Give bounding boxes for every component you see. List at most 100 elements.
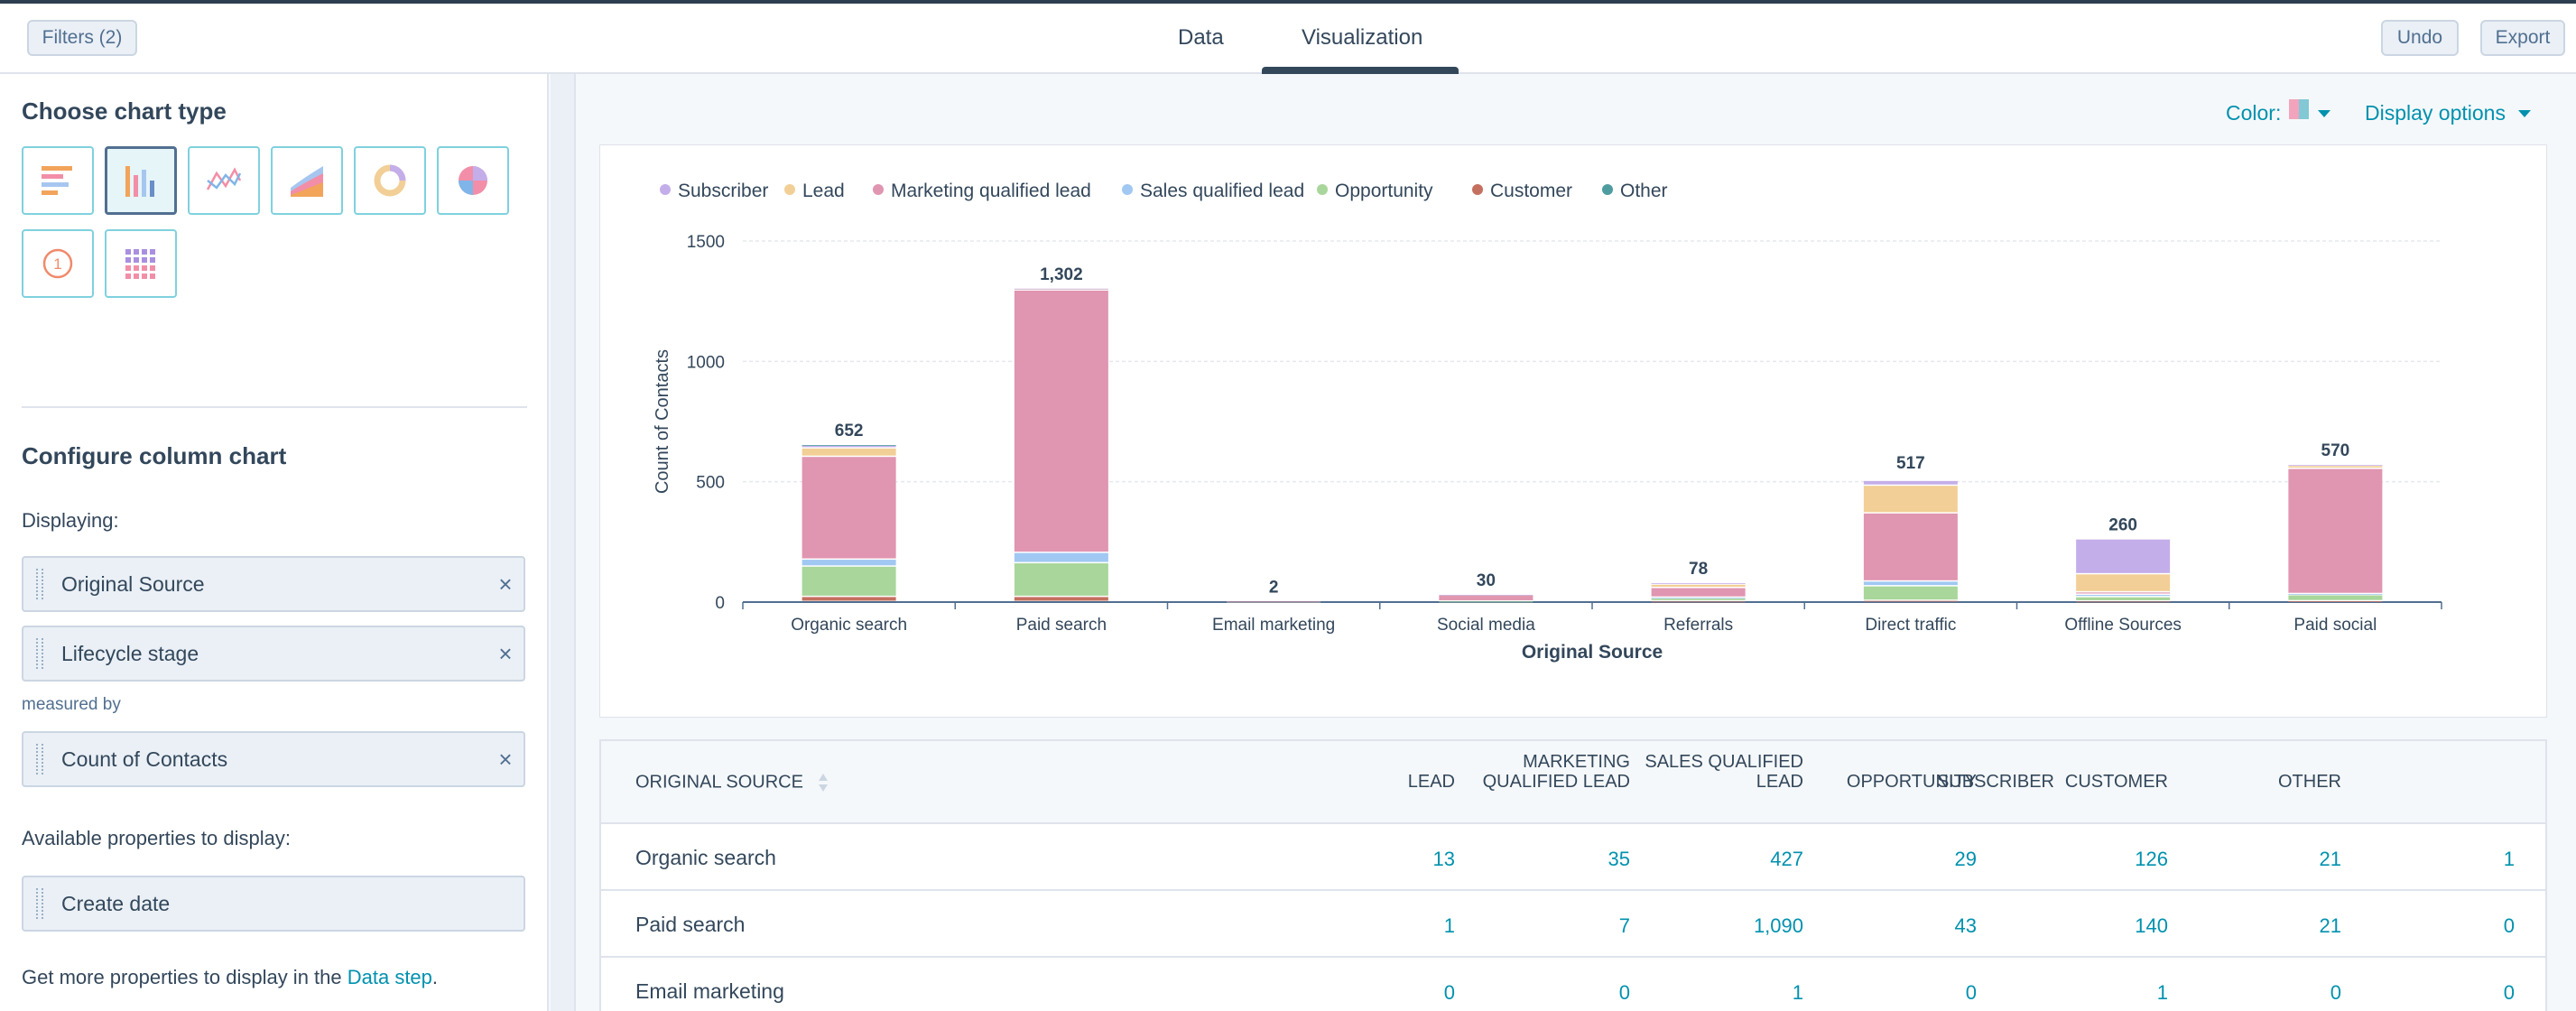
remove-field-icon[interactable]: × — [498, 745, 513, 773]
table-cell-value[interactable]: 1 — [1792, 981, 1803, 1004]
drag-handle-icon[interactable] — [36, 569, 43, 599]
available-field-create-date[interactable]: Create date — [22, 876, 525, 932]
bar-segment[interactable] — [1863, 586, 1958, 600]
sidebar-resize-gutter[interactable] — [551, 74, 576, 1011]
bar-segment[interactable] — [802, 457, 896, 559]
filters-button[interactable]: Filters (2) — [27, 20, 137, 56]
table-cell-value[interactable]: 35 — [1608, 848, 1630, 870]
data-step-link[interactable]: Data step — [347, 966, 432, 988]
bar-segment[interactable] — [1439, 595, 1534, 596]
bar-segment[interactable] — [1651, 601, 1746, 603]
legend-label[interactable]: Opportunity — [1335, 181, 1433, 201]
legend-label[interactable]: Subscriber — [678, 181, 768, 201]
tab-visualization[interactable]: Visualization — [1302, 25, 1423, 50]
legend-label[interactable]: Other — [1620, 181, 1668, 201]
bar-segment[interactable] — [1863, 581, 1958, 586]
bar-segment[interactable] — [802, 560, 896, 566]
bar-segment[interactable] — [2076, 595, 2171, 597]
legend-label[interactable]: Lead — [802, 181, 845, 201]
chart-type-area[interactable] — [271, 146, 343, 215]
bar-segment[interactable] — [2288, 601, 2383, 602]
bar-segment[interactable] — [2288, 466, 2383, 468]
table-cell-value[interactable]: 13 — [1432, 848, 1455, 870]
bar-segment[interactable] — [2288, 465, 2383, 466]
legend-label[interactable]: Sales qualified lead — [1140, 181, 1304, 201]
bar-segment[interactable] — [2076, 597, 2171, 600]
table-cell-value[interactable]: 0 — [1965, 981, 1977, 1004]
bar-segment[interactable] — [802, 566, 896, 596]
legend-marker[interactable] — [1602, 184, 1613, 195]
bar-segment[interactable] — [1651, 598, 1746, 600]
legend-marker[interactable] — [1472, 184, 1483, 195]
displaying-field-lifecycle-stage[interactable]: Lifecycle stage × — [22, 626, 525, 682]
chart-type-pivot-table[interactable] — [105, 229, 177, 298]
chevron-down-icon[interactable] — [2318, 110, 2330, 117]
export-button[interactable]: Export — [2480, 20, 2565, 56]
drag-handle-icon[interactable] — [36, 638, 43, 669]
drag-handle-icon[interactable] — [36, 888, 43, 919]
legend-label[interactable]: Customer — [1490, 181, 1572, 201]
table-cell-value[interactable]: 0 — [1443, 981, 1455, 1004]
column-header-original-source[interactable]: Original Source — [635, 772, 829, 793]
chart-type-column[interactable] — [105, 146, 177, 215]
bar-segment[interactable] — [1651, 583, 1746, 584]
bar-segment[interactable] — [2288, 594, 2383, 595]
chart-type-horizontal-bar[interactable] — [22, 146, 94, 215]
column-header-marketing-qualified-lead[interactable]: Marketing qualified lead — [1482, 752, 1630, 792]
table-cell-value[interactable]: 7 — [1618, 914, 1630, 937]
table-cell-value[interactable]: 126 — [2135, 848, 2168, 870]
table-cell-value[interactable]: 21 — [2319, 914, 2341, 937]
bar-segment[interactable] — [802, 597, 896, 601]
bar-segment[interactable] — [1014, 563, 1108, 596]
measure-field-count-of-contacts[interactable]: Count of Contacts × — [22, 731, 525, 787]
column-header-subscriber[interactable]: Subscriber — [1936, 772, 2054, 792]
chart-type-donut[interactable] — [354, 146, 426, 215]
table-cell-value[interactable]: 0 — [1618, 981, 1630, 1004]
table-cell-value[interactable]: 1 — [2156, 981, 2168, 1004]
legend-marker[interactable] — [873, 184, 884, 195]
bar-segment[interactable] — [2076, 592, 2171, 594]
bar-segment[interactable] — [802, 448, 896, 456]
bar-segment[interactable] — [1014, 597, 1108, 601]
bar-segment[interactable] — [1651, 588, 1746, 597]
table-cell-value[interactable]: 1 — [1443, 914, 1455, 937]
sort-icon[interactable] — [818, 772, 829, 793]
table-cell-value[interactable]: 43 — [1954, 914, 1977, 937]
bar-segment[interactable] — [1014, 290, 1108, 552]
chart-type-summary[interactable]: 1 — [22, 229, 94, 298]
column-header-opportunity[interactable]: Opportunity — [1846, 772, 1977, 792]
bar-segment[interactable] — [1014, 552, 1108, 562]
table-cell-value[interactable]: 0 — [2330, 981, 2341, 1004]
display-options-button[interactable]: Display options — [2365, 101, 2506, 125]
column-header-customer[interactable]: Customer — [2064, 772, 2168, 792]
table-cell-value[interactable]: 427 — [1770, 848, 1803, 870]
column-header-other[interactable]: Other — [2278, 772, 2341, 792]
chart-type-pie[interactable] — [437, 146, 509, 215]
bar-segment[interactable] — [2076, 574, 2171, 591]
remove-field-icon[interactable]: × — [498, 570, 513, 598]
bar-segment[interactable] — [2288, 595, 2383, 600]
column-header-lead[interactable]: Lead — [1407, 772, 1455, 792]
bar-segment[interactable] — [1227, 601, 1321, 603]
table-cell-value[interactable]: 1,090 — [1753, 914, 1803, 937]
bar-segment[interactable] — [1439, 601, 1534, 603]
legend-marker[interactable] — [784, 184, 795, 195]
table-cell-value[interactable]: 0 — [2503, 981, 2515, 1004]
legend-marker[interactable] — [1317, 184, 1328, 195]
bar-segment[interactable] — [1439, 595, 1534, 600]
bar-segment[interactable] — [1014, 288, 1108, 290]
chart-type-line[interactable] — [188, 146, 260, 215]
tab-data[interactable]: Data — [1178, 25, 1224, 50]
table-cell-value[interactable]: 140 — [2135, 914, 2168, 937]
displaying-field-original-source[interactable]: Original Source × — [22, 556, 525, 612]
column-header-sales-qualified-lead[interactable]: Sales qualified lead — [1645, 752, 1803, 792]
color-swatch-icon[interactable] — [2289, 99, 2309, 119]
chevron-down-icon[interactable] — [2518, 110, 2531, 117]
bar-segment[interactable] — [1863, 486, 1958, 513]
bar-segment[interactable] — [2076, 601, 2171, 603]
bar-segment[interactable] — [1651, 584, 1746, 588]
drag-handle-icon[interactable] — [36, 744, 43, 774]
remove-field-icon[interactable]: × — [498, 639, 513, 667]
table-cell-value[interactable]: 0 — [2503, 914, 2515, 937]
table-cell-value[interactable]: 1 — [2503, 848, 2515, 870]
